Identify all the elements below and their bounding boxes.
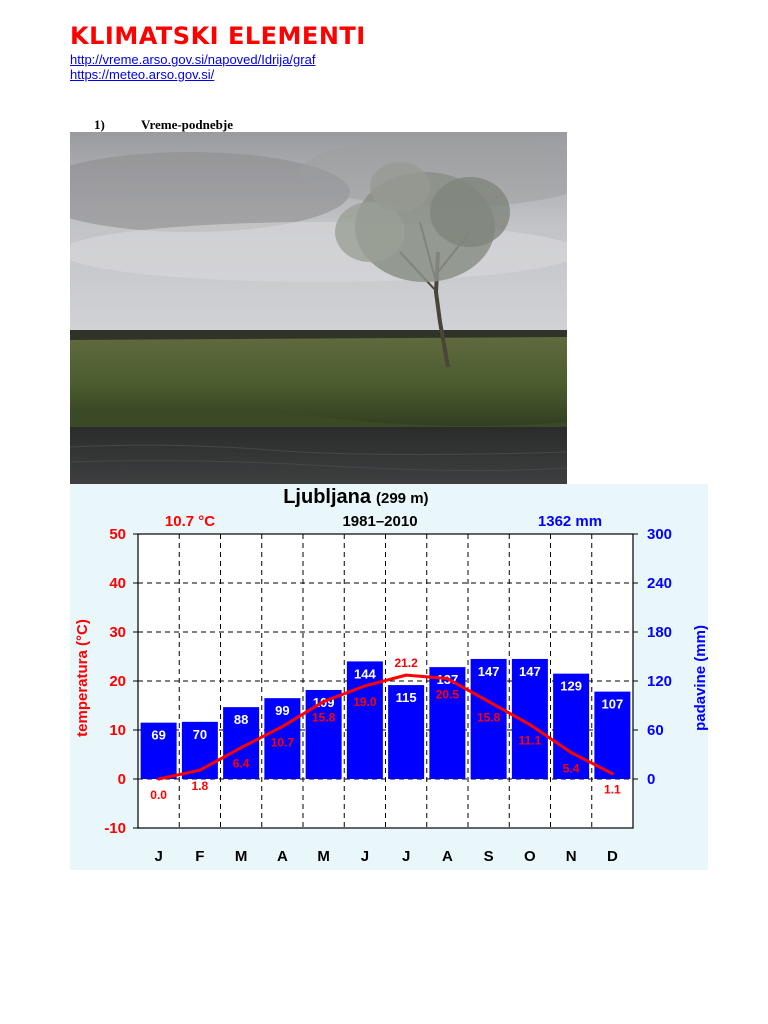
section-title: Vreme-podnebje bbox=[141, 117, 233, 132]
x-tick-label: F bbox=[195, 848, 204, 865]
link-vreme-arso[interactable]: http://vreme.arso.gov.si/napoved/Idrija/… bbox=[70, 52, 316, 67]
x-tick-label: S bbox=[484, 848, 494, 865]
temperature-value-label: 15.8 bbox=[312, 711, 336, 725]
temperature-point bbox=[239, 746, 243, 750]
temperature-value-label: 0.0 bbox=[150, 788, 167, 802]
temperature-value-label: 19.0 bbox=[353, 695, 377, 709]
temperature-point bbox=[610, 772, 614, 776]
temperature-summary: 10.7 °C bbox=[165, 513, 215, 530]
y-tick-label-left: 50 bbox=[109, 526, 126, 543]
y-axis-left-label: temperatura (°C) bbox=[74, 619, 91, 737]
y-tick-label-right: 240 bbox=[647, 575, 672, 592]
y-tick-label-right: 120 bbox=[647, 673, 672, 690]
precipitation-value-label: 144 bbox=[354, 666, 376, 681]
temperature-point bbox=[445, 677, 449, 681]
y-axis-right-label: padavine (mm) bbox=[692, 625, 708, 731]
y-tick-label-right: 60 bbox=[647, 722, 664, 739]
chart-title-suffix: (299 m) bbox=[376, 490, 429, 507]
precipitation-value-label: 147 bbox=[519, 664, 541, 679]
precipitation-value-label: 147 bbox=[478, 664, 500, 679]
temperature-point bbox=[569, 751, 573, 755]
temperature-value-label: 11.1 bbox=[519, 734, 542, 748]
precipitation-value-label: 88 bbox=[234, 712, 248, 727]
precipitation-bar bbox=[346, 661, 383, 779]
precipitation-bar bbox=[470, 658, 507, 779]
y-tick-label-left: 0 bbox=[118, 771, 126, 788]
windswept-tree-photo bbox=[70, 132, 567, 484]
section-heading: 1) Vreme-podnebje bbox=[94, 117, 233, 133]
y-tick-label-left: 10 bbox=[109, 722, 126, 739]
y-tick-label-left: 20 bbox=[109, 673, 126, 690]
precipitation-bar bbox=[594, 691, 631, 779]
temperature-point bbox=[157, 777, 161, 781]
x-tick-label: D bbox=[607, 848, 618, 865]
y-tick-label-left: 30 bbox=[109, 624, 126, 641]
temperature-value-label: 1.8 bbox=[192, 779, 209, 793]
precipitation-value-label: 69 bbox=[151, 728, 165, 743]
temperature-point bbox=[280, 725, 284, 729]
temperature-point bbox=[404, 673, 408, 677]
chart-title: Ljubljana bbox=[283, 486, 372, 508]
section-number: 1) bbox=[94, 117, 105, 132]
precipitation-value-label: 99 bbox=[275, 703, 289, 718]
x-tick-label: M bbox=[317, 848, 330, 865]
x-tick-label: N bbox=[566, 848, 577, 865]
temperature-value-label: 15.8 bbox=[477, 711, 501, 725]
precipitation-bar bbox=[305, 689, 342, 779]
x-tick-label: A bbox=[277, 848, 288, 865]
temperature-point bbox=[322, 700, 326, 704]
y-tick-label-left: 40 bbox=[109, 575, 126, 592]
y-tick-label-right: 180 bbox=[647, 624, 672, 641]
x-tick-label: J bbox=[361, 848, 369, 865]
precipitation-bar bbox=[264, 698, 301, 779]
x-tick-label: J bbox=[154, 848, 162, 865]
temperature-point bbox=[198, 768, 202, 772]
precipitation-bar bbox=[140, 722, 177, 779]
temperature-point bbox=[487, 700, 491, 704]
y-tick-label-right: 300 bbox=[647, 526, 672, 543]
precipitation-value-label: 107 bbox=[602, 697, 624, 712]
precipitation-value-label: 115 bbox=[396, 690, 417, 705]
temperature-value-label: 20.5 bbox=[436, 688, 460, 702]
x-tick-label: O bbox=[524, 848, 536, 865]
temperature-value-label: 10.7 bbox=[271, 736, 295, 750]
y-tick-label-right: 0 bbox=[647, 771, 655, 788]
precipitation-value-label: 70 bbox=[193, 727, 207, 742]
period-label: 1981–2010 bbox=[342, 513, 417, 530]
y-tick-label-left: -10 bbox=[104, 820, 126, 837]
temperature-value-label: 21.2 bbox=[394, 656, 418, 670]
precipitation-bar bbox=[553, 673, 590, 779]
x-tick-label: A bbox=[442, 848, 453, 865]
link-meteo-arso[interactable]: https://meteo.arso.gov.si/ bbox=[70, 67, 215, 82]
temperature-point bbox=[363, 684, 367, 688]
temperature-value-label: 5.4 bbox=[563, 762, 580, 776]
x-tick-label: M bbox=[235, 848, 248, 865]
temperature-value-label: 6.4 bbox=[233, 757, 250, 771]
temperature-value-label: 1.1 bbox=[604, 783, 621, 797]
temperature-line bbox=[158, 673, 614, 781]
precipitation-bar bbox=[388, 685, 425, 779]
x-tick-label: J bbox=[402, 848, 410, 865]
temperature-point bbox=[528, 723, 532, 727]
page-title: KLIMATSKI ELEMENTI bbox=[70, 22, 366, 50]
climate-chart: Ljubljana (299 m) 10.7 °C 1981–2010 1362… bbox=[70, 484, 708, 870]
precipitation-summary: 1362 mm bbox=[538, 513, 602, 530]
precipitation-value-label: 129 bbox=[560, 679, 582, 694]
